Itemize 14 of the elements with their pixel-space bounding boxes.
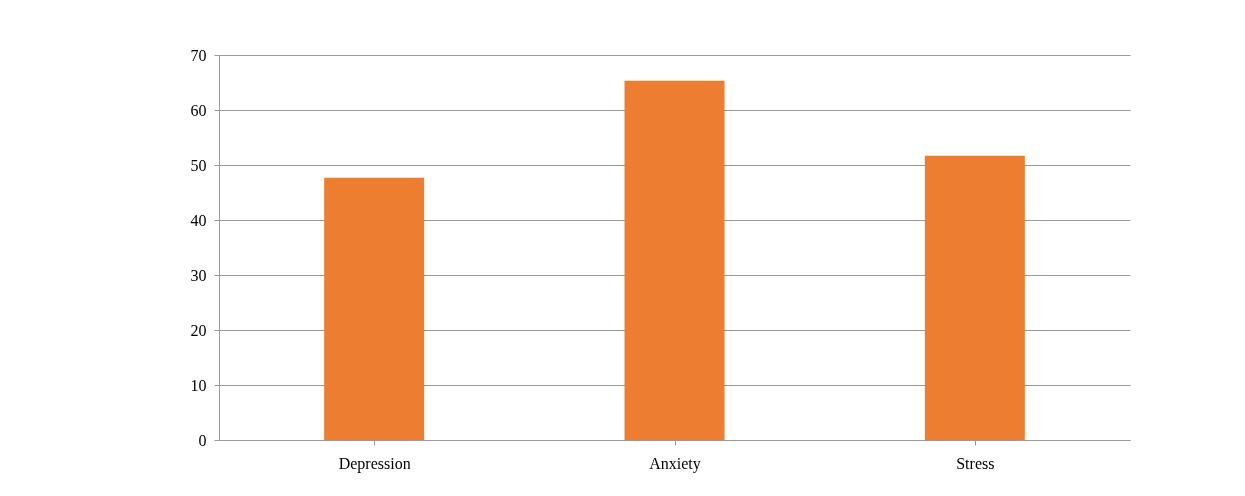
y-tick-label: 40 — [190, 211, 207, 229]
x-tick-label: Depression — [338, 454, 411, 473]
y-tick-label: 20 — [190, 321, 207, 339]
x-tick-label: Anxiety — [649, 454, 701, 473]
y-tick-label: 0 — [198, 431, 207, 449]
y-tick-label: 10 — [190, 376, 207, 394]
bar — [624, 80, 725, 440]
x-tick-label: Stress — [956, 454, 995, 472]
bar — [324, 177, 425, 440]
y-tick-label: 30 — [190, 266, 207, 284]
y-tick-label: 60 — [190, 101, 207, 119]
bar — [924, 155, 1025, 440]
y-tick-label: 70 — [190, 46, 207, 64]
y-tick-label: 50 — [190, 156, 207, 174]
